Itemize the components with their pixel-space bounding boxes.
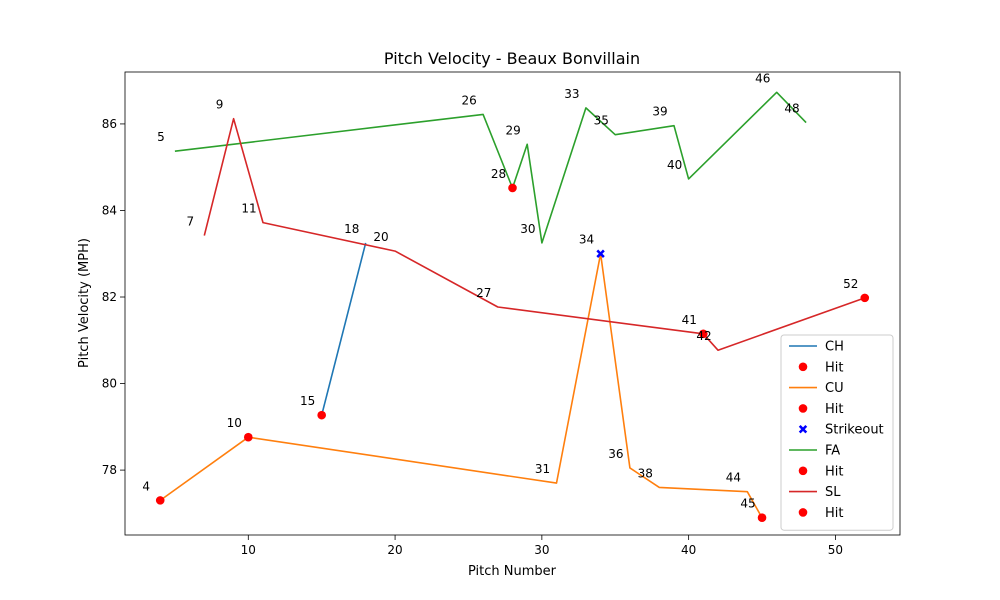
series-line-cu <box>159 252 763 519</box>
legend-hit-swatch <box>798 362 808 372</box>
pitch-number-annotation: 20 <box>373 230 388 244</box>
legend-label: Hit <box>825 464 843 479</box>
pitch-number-annotation: 39 <box>652 105 667 119</box>
pitch-number-annotation: 35 <box>594 114 609 128</box>
pitch-number-annotation: 31 <box>535 462 550 476</box>
chart-title: Pitch Velocity - Beaux Bonvillain <box>384 49 640 68</box>
pitch-number-annotation: 15 <box>300 394 315 408</box>
pitch-number-annotation: 9 <box>216 98 224 112</box>
legend-strikeout-swatch <box>798 425 808 434</box>
legend-box <box>780 334 894 531</box>
pitch-number-annotation: 40 <box>667 158 682 172</box>
legend-label: CH <box>825 340 844 355</box>
pitch-number-annotation: 45 <box>740 497 755 511</box>
y-tick-label: 80 <box>102 377 117 391</box>
x-tick-label: 30 <box>534 543 549 557</box>
x-axis-label: Pitch Number <box>468 564 557 579</box>
pitch-number-annotation: 5 <box>157 130 165 144</box>
pitch-number-annotation: 46 <box>755 71 770 85</box>
x-tick-label: 20 <box>387 543 402 557</box>
pitch-number-annotation: 34 <box>579 233 594 247</box>
hit-marker-cu <box>155 496 165 505</box>
pitch-number-annotation: 7 <box>186 215 194 229</box>
legend-label: SL <box>825 485 841 500</box>
hit-marker-fa <box>508 183 517 193</box>
y-tick-label: 86 <box>102 117 117 131</box>
pitch-number-annotation: 41 <box>682 313 697 327</box>
pitch-number-annotation: 28 <box>491 167 506 181</box>
x-tick-label: 40 <box>681 543 696 557</box>
legend-label: FA <box>825 444 840 459</box>
pitch-number-annotation: 44 <box>726 471 741 485</box>
pitch-number-annotation: 48 <box>784 102 799 116</box>
legend-hit-swatch <box>798 404 808 413</box>
pitch-number-annotation: 52 <box>843 277 858 291</box>
hit-marker-cu <box>243 432 253 442</box>
pitch-number-annotation: 38 <box>638 466 653 480</box>
pitch-number-annotation: 36 <box>608 447 623 461</box>
legend: CH Hit CU Hit Strikeout FA Hit SL Hit <box>780 334 894 531</box>
series-line-fa <box>174 91 807 244</box>
y-axis-label: Pitch Velocity (MPH) <box>77 238 92 368</box>
plot-area: 10 20 30 40 50788082848645791011151820262728… <box>102 71 901 557</box>
legend-label: Hit <box>825 506 843 521</box>
axes-frame <box>124 71 901 536</box>
x-tick-label: 50 <box>828 543 843 557</box>
legend-label: CU <box>825 381 844 396</box>
series-line-ch <box>320 242 367 416</box>
legend-hit-swatch <box>798 466 808 476</box>
pitch-number-annotation: 4 <box>142 479 150 493</box>
pitch-number-annotation: 10 <box>227 416 242 430</box>
pitch-number-annotation: 18 <box>344 222 359 236</box>
legend-label: Hit <box>825 360 843 375</box>
y-tick-label: 84 <box>102 203 117 217</box>
y-tick-label: 82 <box>102 290 117 304</box>
x-tick-label: 10 <box>241 543 256 557</box>
pitch-number-annotation: 11 <box>241 202 256 216</box>
hit-marker-sl <box>860 293 870 303</box>
pitch-number-annotation: 30 <box>520 222 535 236</box>
legend-hit-swatch <box>798 508 808 517</box>
legend-label: Strikeout <box>825 423 884 438</box>
y-tick-label: 78 <box>102 463 117 477</box>
pitch-number-annotation: 42 <box>696 329 711 343</box>
pitch-number-annotation: 33 <box>564 87 579 101</box>
pitch-number-annotation: 26 <box>462 93 477 107</box>
series-line-sl <box>203 117 866 352</box>
hit-marker-sl <box>699 329 708 339</box>
hit-marker-cu <box>757 513 767 522</box>
hit-marker-ch <box>317 410 326 420</box>
pitch-number-annotation: 27 <box>476 286 491 300</box>
strikeout-marker-cu <box>596 249 605 258</box>
legend-label: Hit <box>825 402 843 417</box>
pitch-number-annotation: 29 <box>506 123 521 137</box>
